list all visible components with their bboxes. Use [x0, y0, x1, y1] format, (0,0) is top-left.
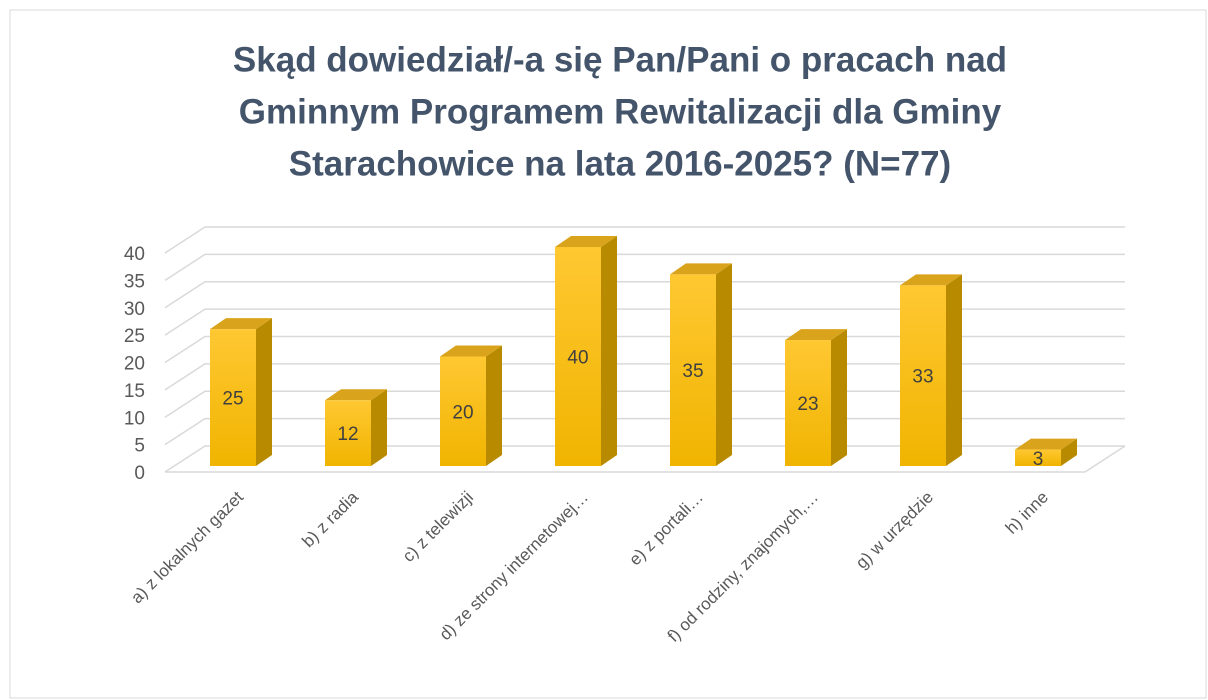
- grid-line: [164, 226, 1125, 254]
- bar-top: [1015, 438, 1077, 450]
- bar: [1015, 449, 1061, 466]
- bar-side: [831, 329, 847, 466]
- bar-side: [486, 345, 502, 466]
- value-label: 35: [682, 361, 703, 382]
- floor: [165, 445, 1126, 473]
- bar: [325, 400, 371, 466]
- bar-side: [601, 236, 617, 466]
- y-tick-label: 35: [124, 271, 145, 292]
- bar: [900, 285, 946, 466]
- bar-top: [785, 329, 847, 341]
- bar: [440, 356, 486, 466]
- y-tick-label: 40: [124, 244, 145, 265]
- bar-top: [555, 236, 617, 247]
- bar-side: [256, 318, 272, 466]
- y-tick-label: 20: [124, 354, 145, 375]
- chart-title: Starachowice na lata 2016-2025? (N=77): [289, 144, 951, 183]
- value-label: 23: [797, 394, 818, 415]
- grid-line: [164, 253, 1125, 282]
- value-label: 40: [567, 348, 588, 369]
- chart-title: Gminnym Programem Rewitalizacji dla Gmin…: [239, 92, 1002, 131]
- value-label: 3: [1033, 449, 1044, 470]
- y-tick-label: 15: [124, 381, 145, 402]
- y-tick-label: 0: [134, 463, 145, 484]
- y-tick-label: 5: [134, 436, 145, 457]
- bar-side: [1061, 438, 1077, 466]
- bar-top: [900, 274, 962, 286]
- value-label: 12: [337, 424, 358, 445]
- y-tick-label: 30: [124, 299, 145, 320]
- grid-line: [164, 308, 1125, 336]
- grid-line: [164, 281, 1125, 309]
- bar-top: [440, 345, 502, 357]
- value-label: 33: [912, 367, 933, 388]
- bar: [785, 340, 831, 466]
- bar-top: [325, 389, 387, 401]
- value-label: 20: [452, 402, 473, 423]
- bar-side: [371, 389, 387, 466]
- bar-top: [210, 318, 272, 330]
- bar: [670, 274, 716, 466]
- bar: [210, 329, 256, 466]
- bar-side: [946, 274, 962, 466]
- chart-title: Skąd dowiedział/-a się Pan/Pani o pracac…: [233, 40, 1007, 79]
- bar-top: [670, 263, 732, 275]
- bar-side: [716, 263, 732, 466]
- bar: [555, 247, 601, 466]
- value-label: 25: [222, 389, 243, 410]
- y-tick-label: 25: [124, 326, 145, 347]
- y-tick-label: 10: [124, 408, 145, 429]
